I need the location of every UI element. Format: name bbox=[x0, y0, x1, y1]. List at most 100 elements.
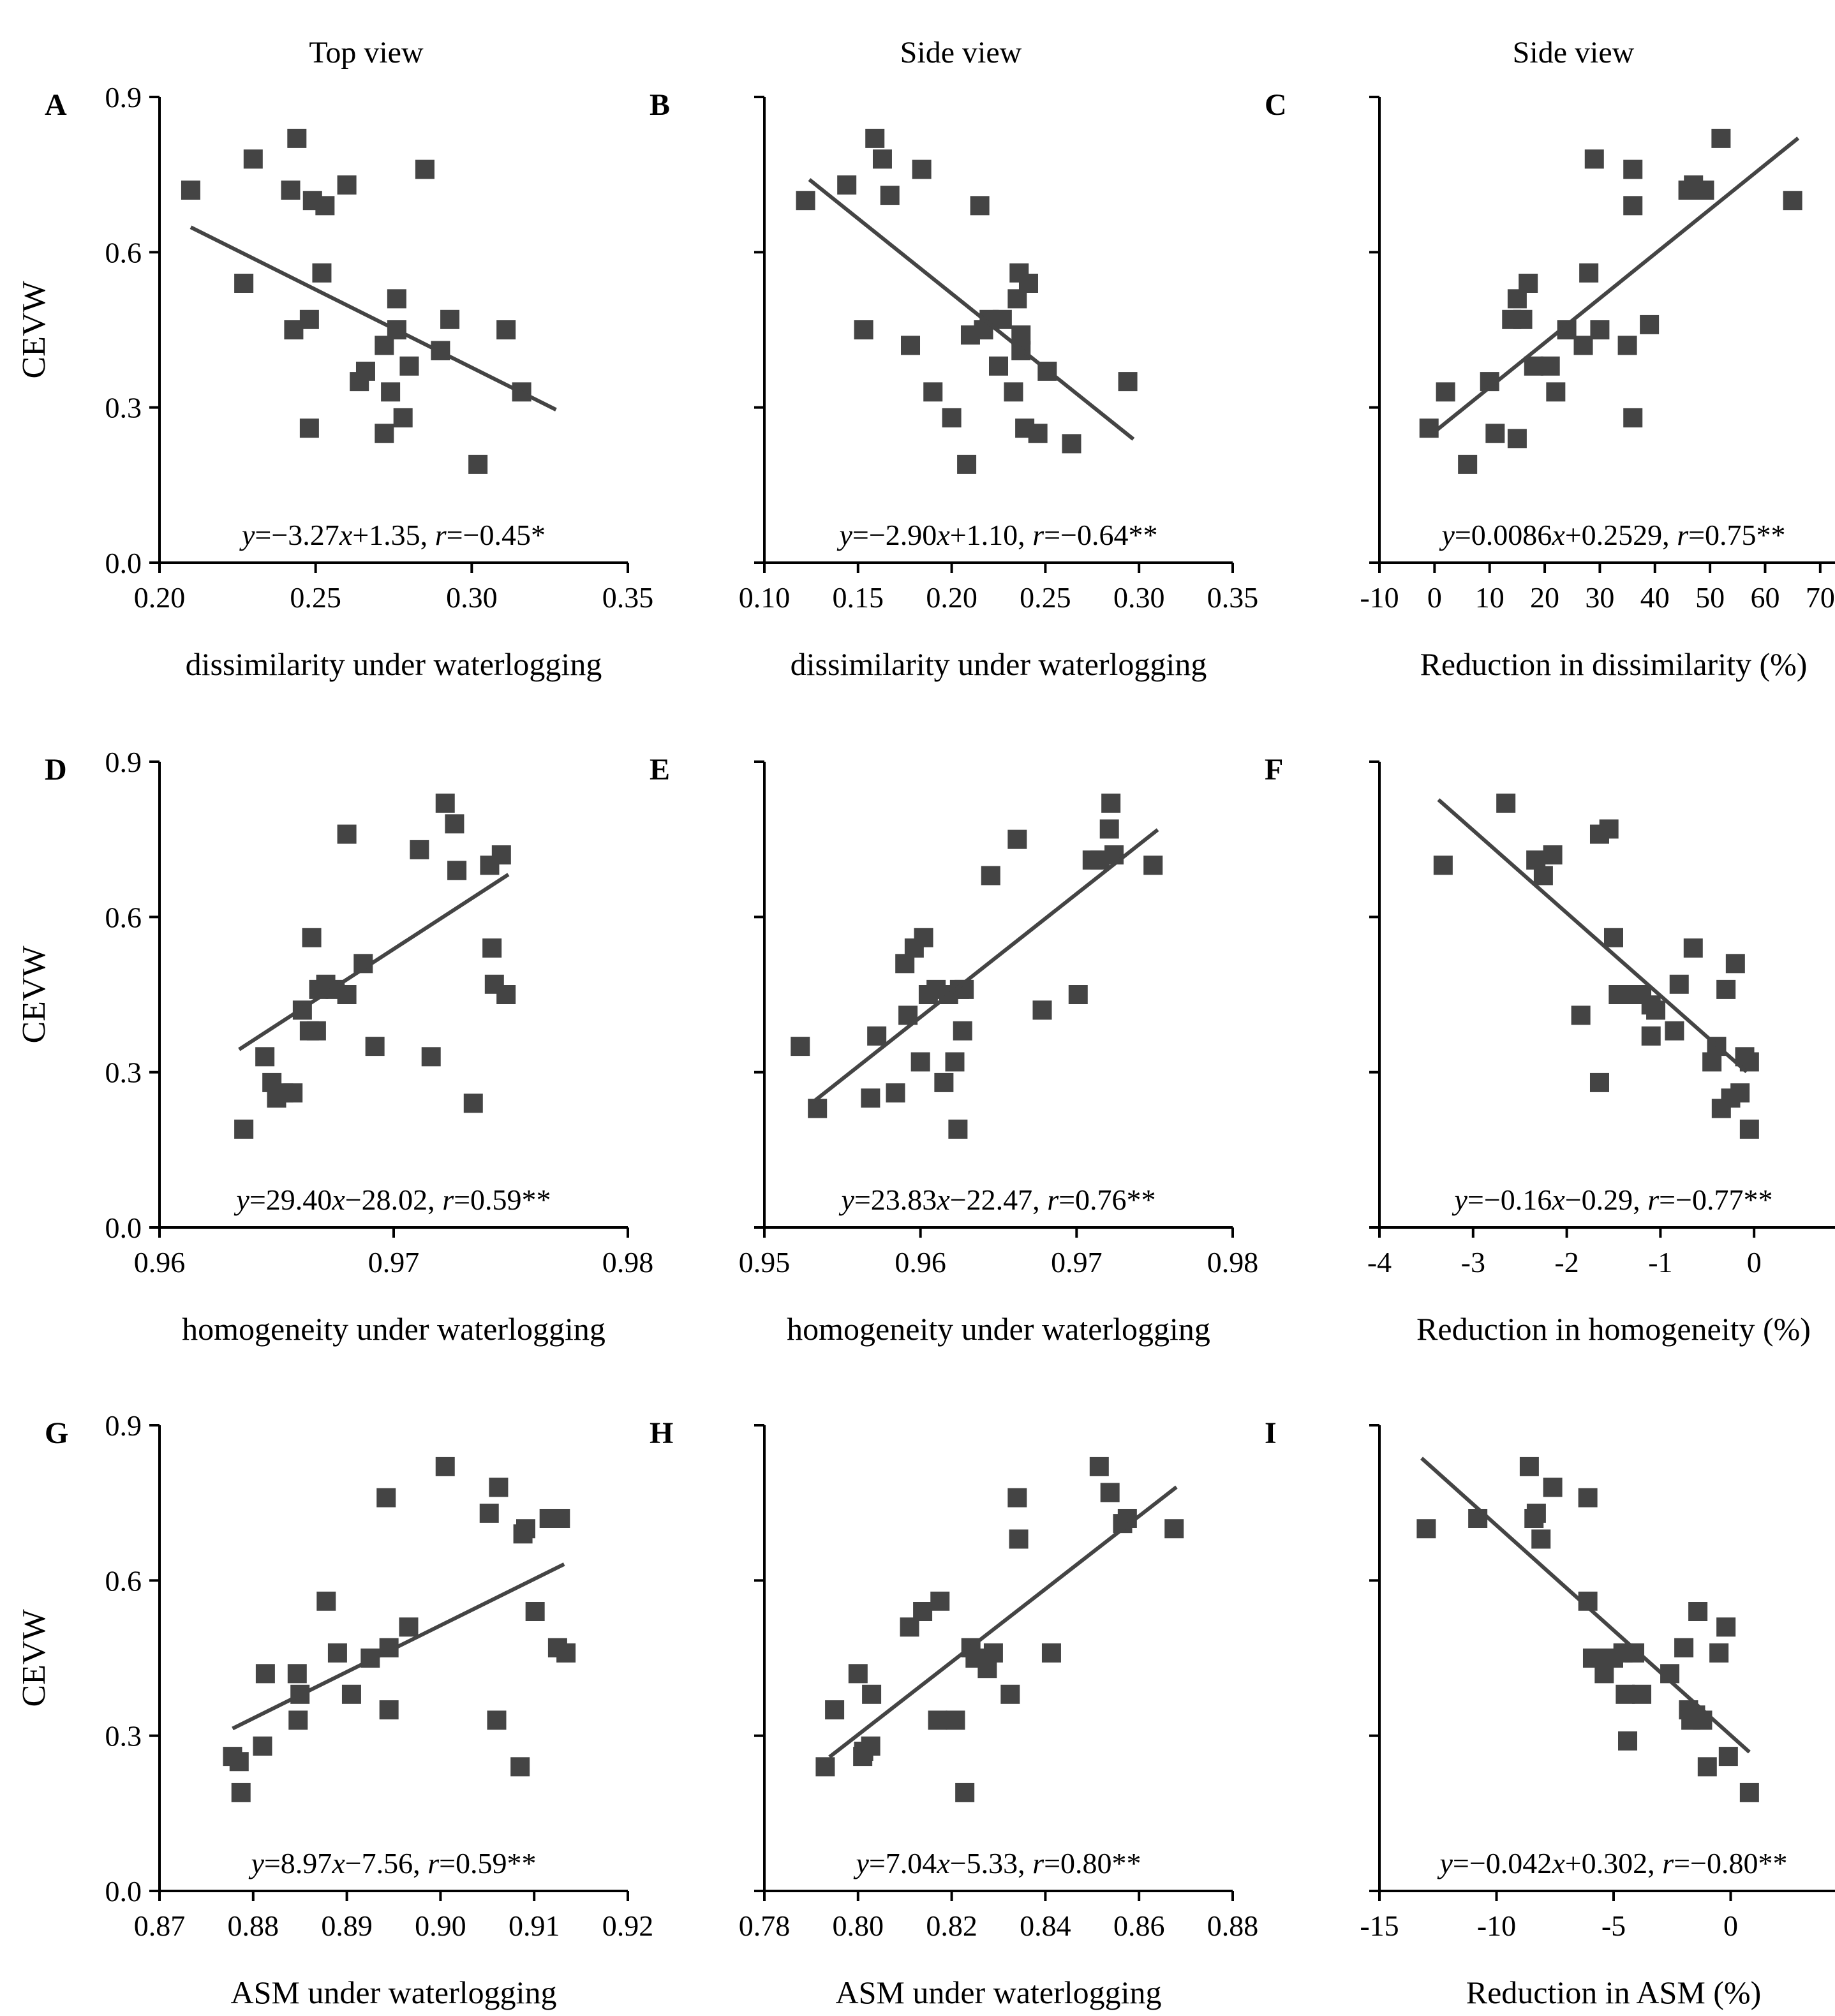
data-point bbox=[379, 1700, 399, 1720]
x-tick-label: 0.96 bbox=[134, 1246, 186, 1279]
data-point bbox=[930, 1591, 950, 1611]
data-point bbox=[1041, 1643, 1061, 1663]
data-point bbox=[1623, 408, 1643, 427]
data-point bbox=[1783, 191, 1802, 211]
data-point bbox=[1068, 985, 1088, 1004]
y-tick-label: 0.0 bbox=[105, 1212, 142, 1244]
x-tick-label: 20 bbox=[1530, 581, 1559, 614]
y-axis-label: CEVW bbox=[16, 1609, 52, 1707]
data-point bbox=[1623, 196, 1643, 216]
regression-equation: y=23.83x−22.47, r=0.76** bbox=[838, 1183, 1155, 1216]
panel-a: A 0.0 0.3 0.6 0.9 0.20 0.25 0.30 0.35dissimilari… bbox=[16, 81, 653, 682]
data-point bbox=[981, 866, 1000, 886]
data-point bbox=[1573, 336, 1593, 355]
x-tick-label: 0.89 bbox=[321, 1909, 373, 1942]
x-axis-label: dissimilarity under waterlogging bbox=[791, 646, 1207, 682]
regression-line bbox=[189, 225, 557, 411]
data-point bbox=[337, 175, 357, 195]
x-tick-label: 0.10 bbox=[739, 581, 791, 614]
data-point bbox=[1665, 1021, 1684, 1041]
panel-e: E 0.95 0.96 0.97 0.98 homogeneity under water… bbox=[650, 753, 1258, 1347]
data-point bbox=[243, 149, 263, 169]
data-point bbox=[1062, 434, 1081, 454]
data-point bbox=[861, 1088, 880, 1108]
x-axis-label: homogeneity under waterlogging bbox=[787, 1311, 1210, 1347]
x-tick-label: 0.86 bbox=[1113, 1909, 1165, 1942]
x-tick-label: 0.97 bbox=[1051, 1246, 1103, 1279]
data-point bbox=[435, 793, 455, 813]
regression-equation: y=0.0086x+0.2529, r=0.75** bbox=[1439, 519, 1785, 551]
data-point bbox=[910, 1052, 930, 1072]
data-point bbox=[865, 128, 885, 148]
x-tick-label: 0 bbox=[1427, 581, 1442, 614]
y-tick-label: 0.3 bbox=[105, 1720, 142, 1753]
data-point bbox=[942, 408, 962, 427]
data-point bbox=[1007, 829, 1027, 849]
data-point bbox=[231, 1783, 251, 1802]
y-tick-label: 0.9 bbox=[105, 746, 142, 778]
data-point bbox=[445, 814, 464, 834]
data-point bbox=[1683, 938, 1703, 958]
panel-letter: I bbox=[1265, 1416, 1277, 1450]
x-tick-label: -4 bbox=[1367, 1246, 1392, 1279]
x-tick-label: 0.20 bbox=[926, 581, 977, 614]
data-point bbox=[1543, 845, 1563, 864]
data-point bbox=[1711, 128, 1731, 148]
data-point bbox=[281, 181, 301, 200]
x-tick-label: 0.97 bbox=[368, 1246, 420, 1279]
x-axis-label: Reduction in dissimilarity (%) bbox=[1420, 646, 1808, 682]
data-point bbox=[496, 985, 516, 1004]
data-point bbox=[1618, 1731, 1638, 1751]
data-point bbox=[1164, 1519, 1184, 1539]
column-header-top-view: Top view bbox=[309, 36, 424, 70]
x-tick-label: 0.25 bbox=[290, 581, 341, 614]
data-point bbox=[181, 181, 200, 200]
data-point bbox=[1646, 1000, 1666, 1020]
data-point bbox=[1485, 424, 1505, 443]
data-point bbox=[914, 928, 933, 947]
data-point bbox=[886, 1083, 905, 1103]
data-point bbox=[440, 309, 460, 329]
data-point bbox=[1419, 419, 1439, 438]
data-point bbox=[341, 1684, 361, 1704]
data-point bbox=[410, 840, 429, 859]
panel-c: C -10 0 10 20 30 40 50 60 70 Reduction in dissimil… bbox=[1265, 88, 1835, 682]
data-point bbox=[854, 320, 873, 339]
data-point bbox=[1468, 1509, 1488, 1528]
y-tick-label: 0.6 bbox=[105, 901, 142, 933]
x-tick-label: 0.88 bbox=[1207, 1909, 1259, 1942]
data-point bbox=[1416, 1519, 1436, 1539]
data-point bbox=[447, 861, 467, 880]
data-point bbox=[327, 1643, 347, 1663]
data-point bbox=[1623, 159, 1643, 179]
x-tick-label: -15 bbox=[1360, 1909, 1399, 1942]
x-tick-label: 0 bbox=[1723, 1909, 1738, 1942]
data-point bbox=[955, 1783, 975, 1802]
data-point bbox=[1018, 274, 1038, 293]
x-axis-label: ASM under waterlogging bbox=[835, 1975, 1161, 2010]
data-point bbox=[1718, 1747, 1738, 1767]
panel-letter: C bbox=[1265, 88, 1287, 122]
panel-d: D 0.0 0.3 0.6 0.9 0.96 0.97 0.98 homogeneity und… bbox=[16, 746, 653, 1347]
data-point bbox=[255, 1664, 275, 1684]
data-point bbox=[1546, 382, 1566, 402]
data-point bbox=[1716, 979, 1736, 999]
data-point bbox=[1519, 274, 1538, 293]
x-tick-label: 0.15 bbox=[833, 581, 884, 614]
data-point bbox=[1693, 1710, 1712, 1730]
data-point bbox=[399, 1617, 419, 1637]
data-point bbox=[525, 1602, 545, 1621]
data-point bbox=[1669, 974, 1689, 994]
data-point bbox=[355, 361, 375, 381]
data-point bbox=[463, 1093, 483, 1113]
regression-equation: y=−0.16x−0.29, r=−0.77** bbox=[1452, 1183, 1773, 1216]
data-point bbox=[1632, 1684, 1652, 1704]
data-point bbox=[1526, 1503, 1546, 1523]
data-point bbox=[489, 1478, 509, 1497]
x-tick-label: -10 bbox=[1360, 581, 1399, 614]
x-axis-label: ASM under waterlogging bbox=[230, 1975, 556, 2010]
data-point bbox=[387, 289, 406, 309]
data-point bbox=[1695, 181, 1714, 200]
data-point bbox=[1004, 382, 1023, 402]
data-point bbox=[299, 419, 319, 438]
